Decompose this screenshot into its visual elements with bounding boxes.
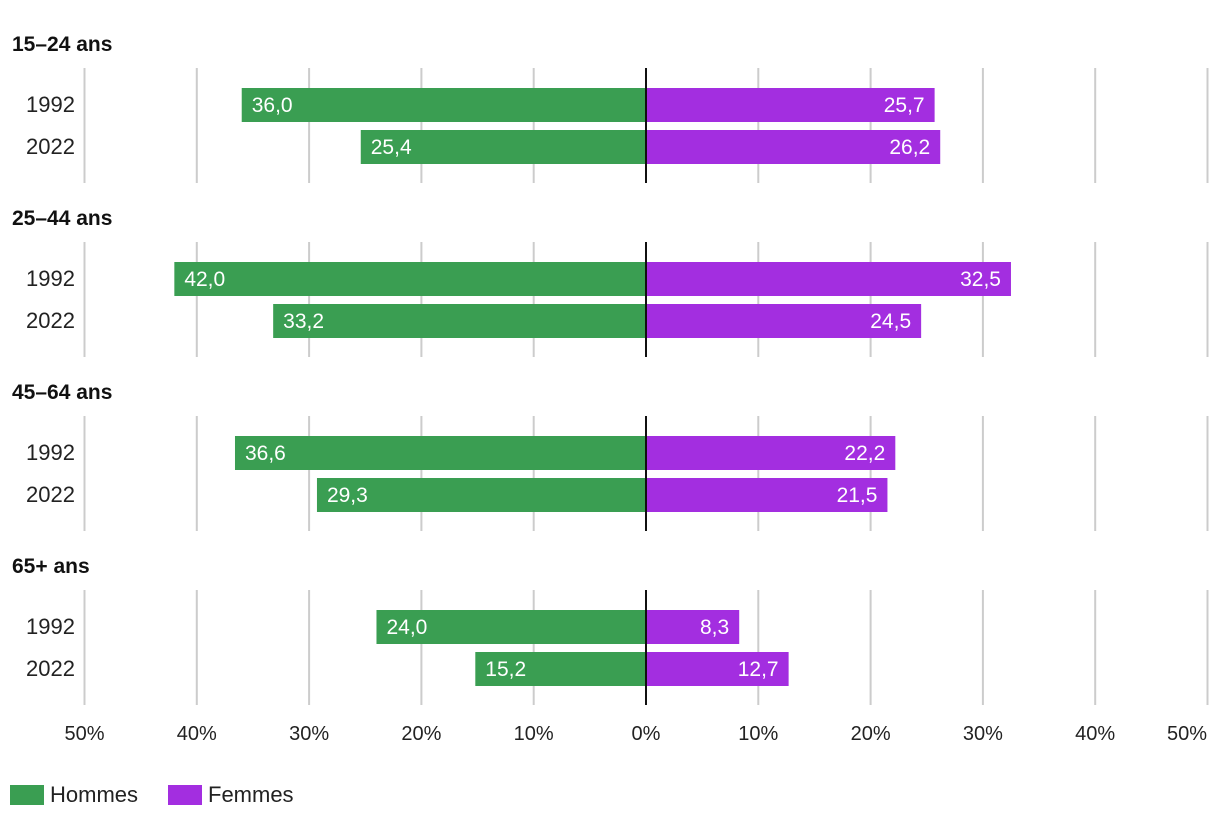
x-tick-label: 10% bbox=[738, 723, 778, 745]
bar-label-hommes: 25,4 bbox=[371, 136, 412, 159]
bar-label-femmes: 21,5 bbox=[837, 484, 878, 507]
group-title: 25–44 ans bbox=[12, 207, 112, 230]
legend-swatch-femmes bbox=[168, 785, 202, 805]
bar-label-hommes: 15,2 bbox=[485, 658, 526, 681]
bar-femmes bbox=[646, 88, 935, 122]
bar-label-hommes: 36,6 bbox=[245, 442, 286, 465]
bar-hommes bbox=[475, 652, 646, 686]
group-title: 65+ ans bbox=[12, 555, 90, 578]
bar-hommes bbox=[316, 478, 646, 512]
bar-hommes bbox=[376, 610, 646, 644]
bar-label-hommes: 33,2 bbox=[283, 310, 324, 333]
year-label: 2022 bbox=[26, 656, 75, 681]
group-title: 45–64 ans bbox=[12, 381, 112, 404]
year-label: 2022 bbox=[26, 482, 75, 507]
year-label: 2022 bbox=[26, 308, 75, 333]
x-tick-label: 30% bbox=[963, 723, 1003, 745]
bar-label-hommes: 29,3 bbox=[327, 484, 368, 507]
bar-label-hommes: 42,0 bbox=[184, 268, 225, 291]
bar-femmes bbox=[646, 262, 1011, 296]
x-tick-label: 20% bbox=[401, 723, 441, 745]
bar-femmes bbox=[646, 130, 941, 164]
bar-hommes bbox=[273, 304, 646, 338]
bar-label-femmes: 8,3 bbox=[700, 616, 729, 639]
bar-label-femmes: 24,5 bbox=[870, 310, 911, 333]
bar-label-femmes: 22,2 bbox=[844, 442, 885, 465]
bar-label-femmes: 12,7 bbox=[738, 658, 779, 681]
group-title: 15–24 ans bbox=[12, 33, 112, 56]
x-tick-label: 20% bbox=[851, 723, 891, 745]
x-tick-label: 40% bbox=[1075, 723, 1115, 745]
year-label: 1992 bbox=[26, 266, 75, 291]
bar-hommes bbox=[360, 130, 646, 164]
year-label: 1992 bbox=[26, 440, 75, 465]
bar-label-femmes: 32,5 bbox=[960, 268, 1001, 291]
bar-label-femmes: 25,7 bbox=[884, 94, 925, 117]
bar-femmes bbox=[646, 436, 896, 470]
year-label: 1992 bbox=[26, 92, 75, 117]
year-label: 2022 bbox=[26, 134, 75, 159]
legend-swatch-hommes bbox=[10, 785, 44, 805]
bar-hommes bbox=[234, 436, 646, 470]
bar-hommes bbox=[241, 88, 646, 122]
bar-hommes bbox=[174, 262, 646, 296]
bar-label-hommes: 36,0 bbox=[252, 94, 293, 117]
bar-femmes bbox=[646, 304, 922, 338]
x-tick-label: 10% bbox=[514, 723, 554, 745]
bar-femmes bbox=[646, 652, 789, 686]
x-tick-label: 40% bbox=[177, 723, 217, 745]
bar-label-hommes: 24,0 bbox=[386, 616, 427, 639]
bar-femmes bbox=[646, 478, 888, 512]
legend-label-femmes: Femmes bbox=[208, 782, 294, 807]
legend-label-hommes: Hommes bbox=[50, 782, 138, 807]
year-label: 1992 bbox=[26, 614, 75, 639]
x-tick-label: 50% bbox=[64, 723, 104, 745]
x-tick-label: 50% bbox=[1167, 723, 1207, 745]
bar-femmes bbox=[646, 610, 740, 644]
bar-label-femmes: 26,2 bbox=[889, 136, 930, 159]
x-tick-label: 0% bbox=[632, 723, 661, 745]
x-tick-label: 30% bbox=[289, 723, 329, 745]
